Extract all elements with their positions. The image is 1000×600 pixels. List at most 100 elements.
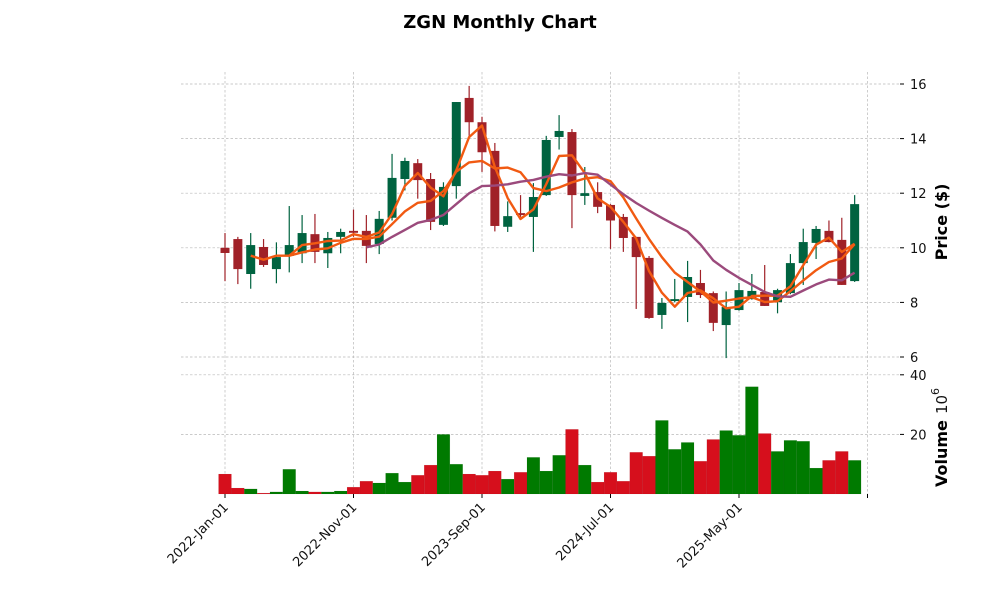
volume-bars — [218, 386, 862, 495]
volume-bar — [398, 481, 412, 495]
volume-bar — [269, 491, 284, 495]
candle-body — [323, 237, 333, 254]
volume-bar — [783, 440, 798, 495]
candle-body — [850, 204, 860, 282]
candle-body — [503, 216, 513, 227]
volume-bar — [603, 471, 618, 495]
candle-body — [606, 204, 615, 221]
candle-body — [631, 236, 641, 258]
candle-body — [798, 242, 808, 264]
volume-bar — [680, 442, 695, 495]
volume-bar — [552, 455, 566, 495]
volume-bar — [706, 439, 720, 495]
candle-body — [438, 186, 448, 225]
candle-body — [824, 230, 834, 243]
candle-body — [567, 132, 577, 196]
candle-body — [708, 293, 718, 323]
candle-body — [233, 239, 243, 270]
volume-bar — [423, 464, 438, 495]
candle-body — [220, 247, 230, 253]
volume-bar — [449, 463, 463, 495]
moving-average-12-line — [366, 171, 856, 298]
volume-bar — [218, 473, 232, 495]
volume-bar — [835, 451, 849, 495]
moving-average-3-line — [250, 124, 856, 310]
volume-bar — [488, 470, 502, 495]
candle-body — [760, 292, 770, 306]
candle-body — [657, 302, 667, 315]
volume-bar — [244, 488, 258, 495]
moving-averages — [250, 124, 856, 310]
candle-body — [490, 150, 500, 226]
price-tick-label: 14 — [910, 133, 927, 148]
volume-bar — [616, 480, 631, 495]
candle-body — [349, 230, 358, 233]
date-tick-label: 2022-Jan-01 — [165, 500, 232, 567]
candle-body — [785, 263, 795, 294]
volume-bar — [642, 455, 656, 495]
chart-title: ZGN Monthly Chart — [403, 12, 597, 33]
volume-bar — [809, 467, 823, 495]
volume-bar — [629, 452, 643, 495]
volume-bar — [668, 449, 682, 495]
volume-bar — [770, 451, 785, 495]
candle-body — [516, 213, 526, 216]
candle-body — [541, 139, 551, 196]
price-axis-label: Price ($) — [932, 184, 951, 261]
candle-body — [464, 97, 474, 123]
price-tick-label: 10 — [910, 242, 927, 257]
volume-bar — [282, 469, 296, 495]
gridlines — [181, 72, 900, 494]
volume-bar — [231, 487, 245, 495]
candle-body — [336, 231, 346, 237]
volume-bar — [321, 491, 335, 495]
volume-bar — [436, 434, 451, 495]
volume-bar — [578, 464, 592, 495]
volume-bar — [539, 470, 553, 495]
candle-body — [837, 239, 847, 285]
candle-body — [580, 193, 590, 196]
volume-label-text: Volume — [932, 420, 951, 487]
volume-bar — [847, 460, 862, 495]
volume-bar — [732, 435, 746, 495]
candle-body — [259, 246, 269, 265]
candle-body — [387, 177, 397, 218]
volume-bar — [796, 441, 810, 495]
moving-average-6-line — [289, 159, 856, 304]
volume-bar — [565, 429, 579, 495]
volume-axis-label: Volume 10 6 — [929, 388, 951, 487]
date-tick-label: 2024-Jul-01 — [553, 500, 617, 564]
volume-exponent-base: 10 — [933, 395, 951, 414]
date-tick-label: 2022-Nov-01 — [290, 500, 360, 570]
volume-bar — [501, 478, 515, 495]
volume-bar — [758, 433, 772, 495]
date-tick-label: 2023-Sep-01 — [419, 500, 489, 570]
volume-bar — [693, 460, 708, 495]
candle-body — [644, 257, 654, 318]
candle-body — [554, 130, 564, 137]
date-tick-label: 2025-May-01 — [675, 500, 746, 571]
candle-body — [670, 299, 680, 302]
candle-body — [271, 257, 281, 270]
candle-body — [811, 228, 821, 243]
price-tick-label: 12 — [910, 187, 927, 202]
candle-body — [721, 307, 731, 326]
volume-bar — [359, 480, 374, 495]
candle-body — [400, 160, 410, 180]
volume-tick-label: 20 — [910, 428, 927, 443]
volume-bar — [295, 490, 309, 495]
candle-body — [297, 233, 307, 254]
candle-body — [246, 245, 256, 275]
volume-bar — [385, 472, 399, 495]
price-tick-label: 8 — [910, 296, 918, 311]
volume-bar — [513, 471, 528, 495]
volume-exponent-power: 6 — [929, 388, 942, 395]
volume-bar — [346, 486, 361, 495]
candle-body — [451, 102, 461, 187]
volume-bar — [256, 492, 271, 495]
candle-body — [477, 122, 487, 153]
candle-body — [284, 245, 294, 256]
volume-bar — [308, 491, 322, 495]
candle-body — [695, 283, 705, 296]
